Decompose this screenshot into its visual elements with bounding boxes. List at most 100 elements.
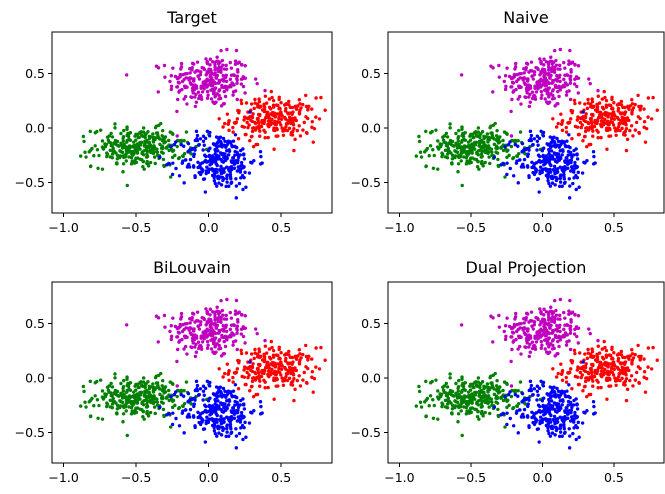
scatter-point	[493, 371, 497, 376]
scatter-point	[113, 122, 117, 126]
scatter-point	[610, 120, 615, 125]
scatter-point	[235, 367, 240, 371]
scatter-point	[304, 380, 309, 385]
scatter-point	[568, 145, 572, 150]
scatter-point	[247, 373, 251, 377]
scatter-point	[530, 346, 535, 351]
scatter-point	[569, 367, 573, 371]
scatter-point	[268, 370, 273, 374]
scatter-point	[144, 155, 149, 159]
scatter-point	[93, 394, 97, 398]
scatter-point	[196, 90, 201, 94]
scatter-point	[240, 124, 244, 129]
x-tick-label: −1.0	[48, 470, 78, 485]
scatter-point	[464, 145, 469, 149]
scatter-point	[210, 423, 215, 428]
series-3	[158, 110, 264, 200]
scatter-point	[194, 379, 199, 384]
scatter-point	[543, 347, 547, 351]
scatter-point	[163, 325, 167, 329]
scatter-point	[223, 152, 227, 156]
scatter-point	[553, 104, 557, 108]
scatter-point	[219, 164, 223, 169]
scatter-point	[153, 161, 157, 166]
scatter-point	[613, 379, 618, 383]
scatter-point	[276, 134, 280, 138]
scatter-point	[543, 155, 548, 159]
scatter-point	[81, 384, 86, 389]
scatter-point	[547, 336, 551, 340]
scatter-point	[546, 429, 550, 433]
scatter-point	[249, 385, 254, 389]
scatter-point	[466, 390, 471, 394]
scatter-point	[596, 366, 601, 370]
scatter-point	[100, 167, 105, 171]
scatter-point	[288, 105, 292, 110]
scatter-point	[542, 146, 546, 150]
scatter-point	[158, 405, 162, 409]
scatter-point	[175, 144, 179, 149]
scatter-point	[252, 376, 256, 380]
scatter-point	[460, 138, 464, 143]
scatter-point	[550, 181, 555, 185]
scatter-point	[281, 129, 285, 133]
scatter-point	[576, 420, 581, 425]
scatter-point	[562, 181, 567, 186]
scatter-point	[180, 411, 185, 415]
y-tick-label: −0.5	[15, 175, 45, 190]
scatter-point	[236, 68, 240, 72]
scatter-point	[155, 403, 160, 407]
scatter-point	[192, 165, 196, 169]
scatter-point	[199, 70, 203, 74]
scatter-point	[235, 347, 239, 352]
scatter-point	[136, 132, 140, 136]
scatter-point	[432, 153, 436, 158]
scatter-point	[505, 411, 509, 415]
scatter-point	[287, 370, 292, 374]
scatter-point	[509, 134, 514, 138]
scatter-point	[111, 396, 115, 401]
scatter-point	[188, 157, 193, 162]
scatter-point	[495, 138, 499, 142]
scatter-point	[539, 310, 543, 315]
scatter-point	[558, 415, 562, 419]
scatter-point	[272, 397, 276, 401]
scatter-point	[568, 78, 573, 82]
scatter-point	[182, 347, 186, 351]
scatter-point	[152, 136, 156, 140]
scatter-point	[210, 310, 215, 314]
scatter-point	[113, 376, 117, 380]
scatter-point	[592, 374, 597, 379]
scatter-point	[150, 400, 154, 405]
scatter-point	[445, 135, 450, 139]
scatter-point	[188, 66, 192, 71]
scatter-point	[620, 376, 624, 381]
scatter-point	[532, 343, 537, 348]
scatter-point	[543, 326, 548, 330]
scatter-point	[242, 407, 247, 411]
scatter-point	[575, 157, 580, 161]
scatter-point	[114, 161, 119, 166]
scatter-point	[570, 387, 574, 391]
scatter-point	[138, 157, 142, 161]
scatter-point	[221, 386, 226, 391]
scatter-point	[479, 155, 483, 159]
scatter-point	[161, 401, 165, 405]
scatter-point	[136, 145, 140, 149]
scatter-point	[129, 156, 134, 160]
scatter-point	[581, 110, 585, 114]
scatter-point	[216, 67, 220, 71]
scatter-point	[419, 405, 424, 409]
scatter-point	[265, 113, 270, 117]
scatter-point	[544, 88, 548, 92]
scatter-point	[210, 173, 215, 178]
scatter-point	[586, 371, 591, 376]
scatter-point	[215, 309, 219, 313]
scatter-point	[228, 60, 232, 65]
scatter-point	[213, 397, 217, 402]
scatter-point	[297, 124, 301, 128]
scatter-point	[122, 403, 127, 408]
scatter-point	[232, 323, 236, 328]
scatter-point	[215, 323, 220, 328]
scatter-point	[209, 76, 214, 80]
